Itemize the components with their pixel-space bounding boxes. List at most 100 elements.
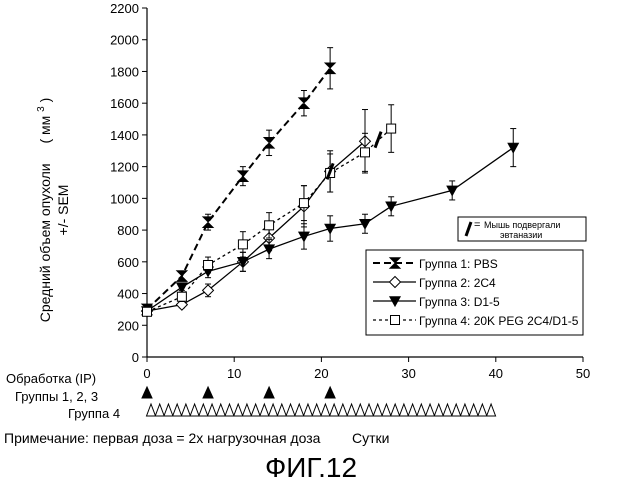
dose-marker-group4	[198, 402, 209, 417]
dose-marker-group4	[485, 402, 497, 417]
y-tick-label: 600	[117, 255, 139, 270]
y-axis-title: Средний объем опухоли ( мм 3 ) +/- SEM	[10, 60, 80, 360]
dose-marker-group4	[416, 402, 427, 417]
x-tick-label: 30	[401, 366, 415, 381]
euthanasia-legend-line2: эвтаназии	[500, 230, 542, 240]
footnote: Примечание: первая доза = 2х нагрузочная…	[4, 430, 321, 446]
figure-caption: ФИГ.12	[264, 452, 358, 483]
dose-marker-group4	[459, 402, 471, 417]
data-point	[142, 306, 152, 317]
dose-marker-group4	[224, 402, 235, 417]
dose-marker-group4	[389, 402, 401, 417]
dose-marker-group4	[267, 402, 279, 417]
dose-marker-group4	[259, 402, 270, 417]
dose-marker-group4	[302, 402, 314, 417]
dose-marker-group4	[424, 402, 436, 417]
dose-marker-group4	[189, 402, 200, 417]
data-point	[264, 220, 275, 231]
treatment-row-label: Обработка (IP)	[6, 371, 96, 386]
svg-text:Средний объем опухоли: Средний объем опухоли ( мм 3 )	[31, 98, 53, 323]
data-point	[446, 185, 459, 197]
y-axis-title-units-open: ( мм	[37, 116, 53, 144]
y-axis-title-line2: +/- SEM	[55, 185, 71, 236]
y-tick-label: 1800	[110, 64, 139, 79]
data-point	[297, 97, 311, 109]
chart-axes: 0200400600800100012001400160018002000220…	[110, 1, 590, 381]
dose-marker-group4	[346, 402, 357, 417]
data-point	[175, 282, 188, 294]
data-point	[386, 123, 397, 134]
x-tick-label: 0	[143, 366, 150, 381]
dose-marker-group4	[398, 402, 410, 417]
data-point	[324, 223, 337, 235]
dose-marker-group4	[294, 402, 305, 417]
data-point	[262, 137, 276, 149]
data-point	[507, 142, 520, 154]
legend-entry-label: Группа 4: 20K PEG 2C4/D1-5	[419, 314, 579, 328]
x-axis-title: Сутки	[352, 430, 390, 446]
series-legend-box	[365, 249, 584, 336]
x-tick-label: 40	[489, 366, 503, 381]
data-point	[263, 244, 276, 256]
y-tick-label: 1200	[110, 160, 139, 175]
y-tick-label: 2000	[110, 33, 139, 48]
legend-swatch-marker	[388, 257, 402, 269]
data-point	[237, 239, 248, 250]
data-point	[203, 259, 214, 270]
dose-marker-group4	[450, 402, 462, 417]
legend-swatch-marker	[388, 296, 402, 308]
data-point	[385, 201, 398, 213]
legend-entry-label: Группа 1: PBS	[419, 257, 498, 271]
dose-marker-group4	[433, 402, 444, 417]
x-tick-label: 50	[576, 366, 590, 381]
dose-marker-group4	[163, 402, 174, 417]
euthanasia-mark	[373, 131, 383, 149]
series-4	[142, 104, 397, 317]
chart-series-layer	[140, 47, 520, 318]
y-tick-label: 0	[132, 350, 139, 365]
y-axis-title-line1: Средний объем опухоли	[37, 163, 53, 322]
dose-marker-group4	[154, 402, 165, 417]
data-point	[360, 147, 370, 158]
y-tick-label: 1400	[110, 128, 139, 143]
dose-marker-group4	[363, 402, 375, 417]
data-point	[236, 170, 250, 182]
y-tick-label: 1000	[110, 191, 139, 206]
treatment-group4-label: Группа 4	[68, 406, 120, 421]
dose-marker-group4	[276, 402, 288, 417]
legend-swatch-marker	[388, 275, 402, 289]
x-tick-label: 20	[314, 366, 328, 381]
y-tick-label: 2200	[110, 1, 139, 16]
y-tick-label: 400	[117, 287, 139, 302]
dose-marker-group4	[145, 402, 157, 417]
legend-entry-label: Группа 2: 2C4	[419, 276, 496, 290]
legend-swatch-marker	[390, 315, 400, 325]
dose-marker-group4	[285, 402, 296, 417]
dose-marker-group4	[320, 402, 331, 417]
dose-marker-groups123	[202, 385, 214, 399]
euthanasia-legend-mark	[464, 221, 473, 237]
y-axis-title-units-close: )	[37, 98, 53, 103]
dose-marker-group4	[372, 402, 383, 417]
data-point	[201, 284, 215, 297]
dose-marker-group4	[337, 402, 349, 417]
dose-marker-group4	[381, 402, 392, 417]
y-axis-title-units-sup: 3	[36, 106, 47, 112]
dose-marker-group4	[468, 402, 479, 417]
legend-entry-label: Группа 3: D1-5	[419, 295, 500, 309]
data-point	[358, 218, 372, 230]
euthanasia-legend-equals: =	[474, 219, 480, 231]
data-point	[201, 216, 215, 228]
series-2	[140, 109, 372, 318]
euthanasia-legend-box	[457, 216, 587, 242]
data-point	[175, 270, 189, 282]
data-point	[176, 291, 187, 302]
euthanasia-legend-line1: Мышь подвергали	[484, 220, 560, 230]
dose-marker-group4	[180, 402, 192, 417]
dose-marker-group4	[355, 402, 366, 417]
dose-marker-group4	[328, 402, 340, 417]
treatment-groups123-label: Группы 1, 2, 3	[15, 389, 98, 404]
treatment-schedule: Обработка (IP) Группы 1, 2, 3 Группа 4	[6, 371, 497, 421]
dose-marker-group4	[311, 402, 322, 417]
